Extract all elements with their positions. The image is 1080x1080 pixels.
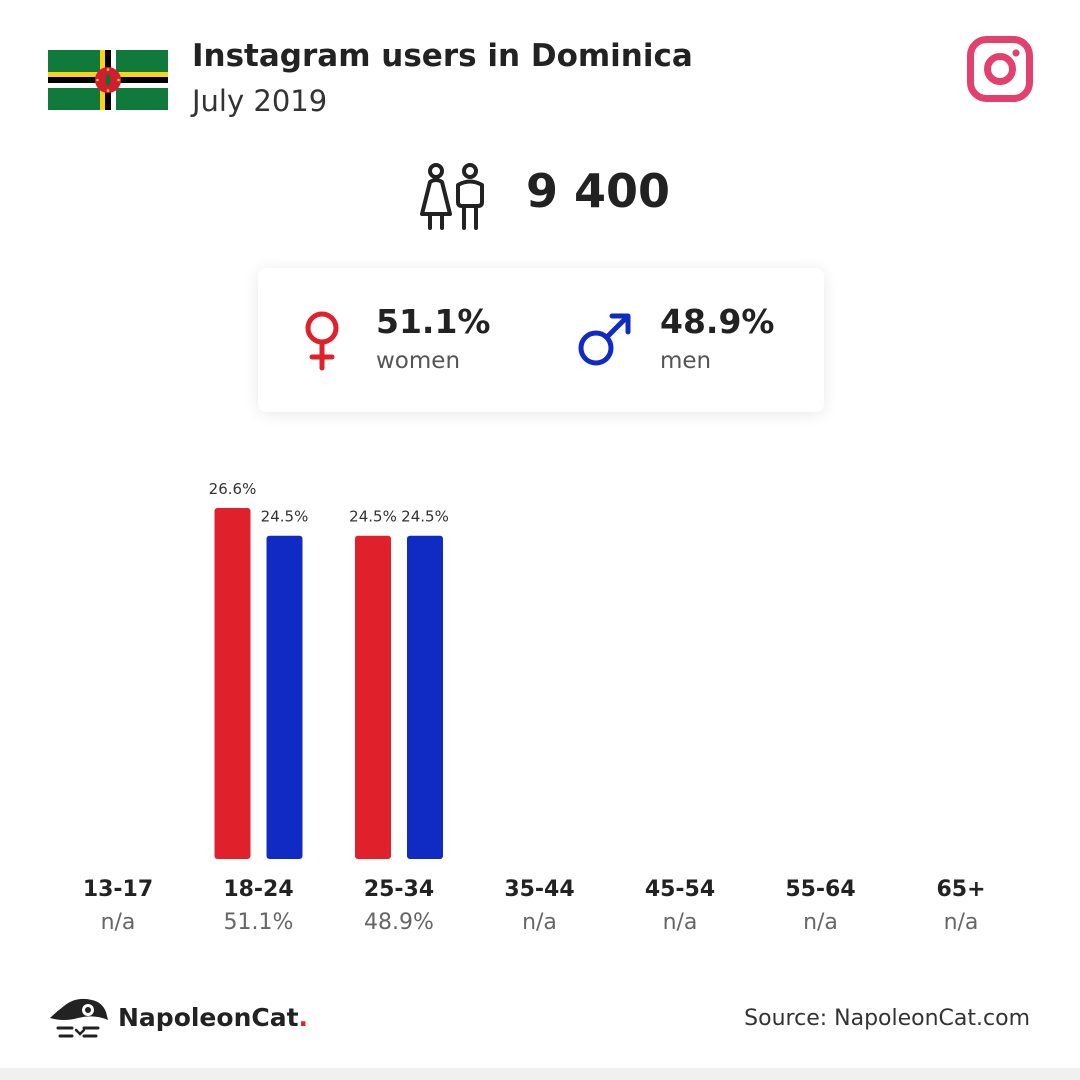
page-title: Instagram users in Dominica (192, 38, 693, 74)
page-subtitle: July 2019 (192, 84, 328, 118)
women-label: women (376, 348, 461, 374)
bar-label-men-18-24: 24.5% (261, 508, 309, 526)
users-icon (420, 163, 484, 230)
age-label-55-64: 55-64 (785, 877, 856, 902)
age-total-55-64: n/a (803, 910, 838, 935)
female-icon (305, 311, 339, 371)
brand-name: NapoleonCat. (118, 1003, 308, 1032)
men-label: men (660, 348, 712, 374)
men-percentage: 48.9% (660, 302, 775, 341)
bar-label-women-25-34: 24.5% (349, 508, 397, 526)
bar-women-18-24 (214, 508, 251, 859)
age-total-35-44: n/a (522, 910, 557, 935)
age-label-18-24: 18-24 (223, 877, 294, 902)
age-label-65+: 65+ (936, 877, 986, 902)
gender-summary-card: 51.1% women 48.9% men (258, 268, 824, 412)
footer-strip (0, 1068, 1080, 1080)
instagram-icon (967, 36, 1033, 102)
napoleoncat-logo-icon (50, 998, 108, 1038)
age-total-65+: n/a (943, 910, 979, 935)
male-icon (578, 313, 631, 366)
age-label-13-17: 13-17 (82, 877, 154, 902)
age-total-45-54: n/a (662, 910, 698, 935)
bar-men-18-24 (266, 535, 303, 859)
bar-women-25-34 (355, 535, 391, 859)
bar-men-25-34 (407, 535, 443, 859)
source-credit: Source: NapoleonCat.com (744, 1006, 1030, 1031)
brand-dot: . (298, 1003, 309, 1032)
dominica-flag-icon (48, 50, 168, 110)
bar-label-women-18-24: 26.6% (209, 480, 257, 498)
age-label-45-54: 45-54 (644, 877, 716, 902)
age-total-25-34: 48.9% (364, 910, 434, 935)
age-total-13-17: n/a (100, 910, 136, 935)
age-gender-bar-chart: 26.6%24.5% 24.5% 24.5% (209, 480, 449, 859)
age-label-25-34: 25-34 (363, 877, 435, 902)
total-users-value: 9 400 (526, 164, 671, 218)
women-percentage: 51.1% (376, 302, 491, 341)
age-label-35-44: 35-44 (504, 877, 575, 902)
bar-label-men-25-34: 24.5% (401, 508, 449, 526)
brand-name-text: NapoleonCat (118, 1003, 299, 1032)
age-total-18-24: 51.1% (223, 910, 294, 935)
